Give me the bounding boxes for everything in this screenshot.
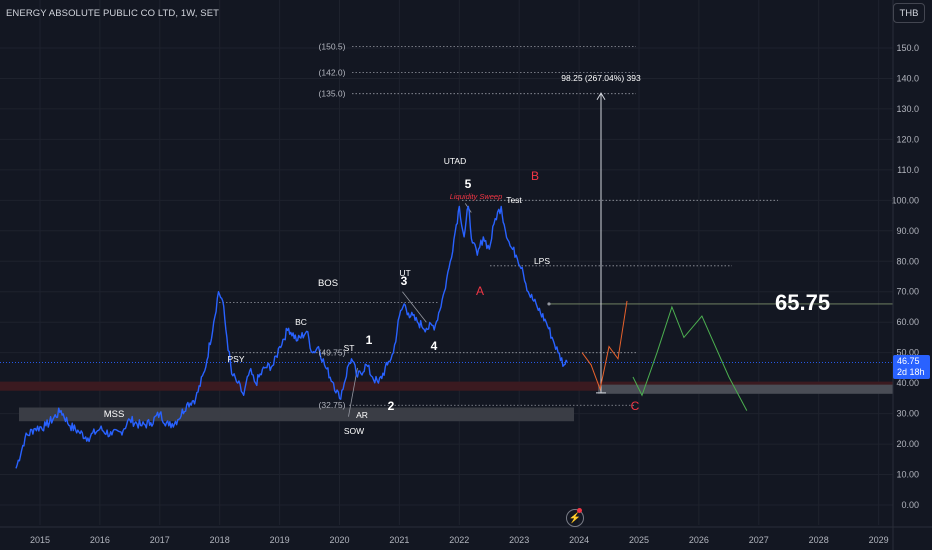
measure-arrowhead (596, 92, 606, 101)
y-tick-label: 60.00 (896, 317, 919, 327)
price-axis[interactable]: 0.00 10.00 20.00 30.00 40.00 50.00 60.00 70.00 8… (891, 0, 919, 550)
y-tick-label: 120.0 (896, 134, 919, 144)
fib-label-142: (142.0) (319, 67, 346, 77)
x-tick-label: 2023 (509, 535, 529, 545)
horizontal-levels (0, 46, 893, 417)
last-price: 46.75 (897, 356, 920, 366)
label-bc: BC (295, 317, 307, 327)
wave-2: 2 (388, 399, 395, 413)
y-tick-label: 0.00 (901, 500, 919, 510)
fib-label-32: (32.75) (319, 400, 346, 410)
projections (581, 300, 748, 411)
fib-label-135: (135.0) (319, 89, 346, 99)
x-tick-label: 2029 (869, 535, 889, 545)
supply-zone-red (0, 381, 893, 391)
currency-button[interactable]: THB (893, 3, 925, 23)
label-liquidity-sweep: Liquidity Sweep (450, 192, 503, 201)
demand-zone-gray (598, 384, 893, 394)
x-tick-label: 2026 (689, 535, 709, 545)
label-ut: UT (399, 268, 410, 278)
wave-a: A (476, 284, 484, 298)
label-bos: BOS (318, 278, 338, 289)
y-tick-label: 20.00 (896, 439, 919, 449)
chart-title: ENERGY ABSOLUTE PUBLIC CO LTD, 1W, SET (6, 8, 220, 19)
x-tick-label: 2022 (449, 535, 469, 545)
time-axis[interactable]: 2015 2016 2017 2018 2019 2020 2021 2022 2023 2024… (0, 526, 932, 545)
zones (0, 381, 893, 422)
x-tick-label: 2021 (389, 535, 409, 545)
projection-orange (581, 300, 628, 392)
x-tick-label: 2015 (30, 535, 50, 545)
label-test: Test (506, 195, 522, 205)
x-tick-label: 2028 (809, 535, 829, 545)
last-price-tag: 46.75 2d 18h (893, 355, 930, 379)
x-tick-label: 2019 (270, 535, 290, 545)
label-mss: MSS (104, 409, 125, 420)
x-tick-label: 2024 (569, 535, 589, 545)
price-line (15, 205, 568, 469)
ut-line (402, 291, 427, 323)
wave-4: 4 (431, 339, 438, 353)
x-tick-label: 2025 (629, 535, 649, 545)
y-tick-label: 70.00 (896, 287, 919, 297)
bar-countdown: 2d 18h (897, 367, 925, 377)
wave-1: 1 (366, 333, 373, 347)
grid (0, 0, 893, 525)
label-lps: LPS (534, 256, 550, 266)
target-anchor-dot (547, 302, 551, 306)
label-sow: SOW (344, 426, 364, 436)
label-psy: PSY (227, 354, 244, 364)
y-tick-label: 40.00 (896, 378, 919, 388)
wave-3: 3 (401, 274, 408, 288)
y-tick-label: 110.0 (897, 165, 919, 175)
target-price-label: 65.75 (775, 290, 831, 315)
measure-label: 98.25 (267.04%) 393 (561, 73, 641, 83)
notification-dot (577, 508, 582, 513)
mss-zone (19, 407, 574, 422)
y-tick-label: 80.00 (896, 256, 919, 266)
price-series (15, 205, 568, 469)
wave-b: B (531, 169, 539, 183)
y-tick-label: 100.00 (891, 195, 919, 205)
y-tick-label: 140.0 (896, 73, 919, 83)
y-tick-label: 130.0 (896, 104, 919, 114)
wave-c: C (631, 399, 640, 413)
annotations: (150.5) (142.0) (135.0) (49.75) (32.75) 98.25… (104, 41, 641, 436)
label-ar: AR (356, 410, 368, 420)
y-tick-label: 50.00 (896, 348, 919, 358)
x-tick-label: 2020 (329, 535, 349, 545)
fib-label-49: (49.75) (319, 348, 346, 358)
wave-5: 5 (465, 177, 472, 191)
projection-green (632, 305, 748, 411)
lightning-icon[interactable]: ⚡ (566, 509, 584, 527)
ar-line (348, 367, 358, 417)
x-tick-label: 2017 (150, 535, 170, 545)
y-tick-label: 90.00 (896, 226, 919, 236)
x-tick-label: 2027 (749, 535, 769, 545)
label-utad: UTAD (444, 156, 467, 166)
y-tick-label: 150.0 (896, 43, 919, 53)
fib-label-150: (150.5) (319, 41, 346, 51)
y-tick-label: 10.00 (896, 470, 919, 480)
y-tick-label: 30.00 (896, 409, 919, 419)
x-tick-label: 2018 (210, 535, 230, 545)
label-st: ST (344, 343, 355, 353)
x-tick-label: 2016 (90, 535, 110, 545)
